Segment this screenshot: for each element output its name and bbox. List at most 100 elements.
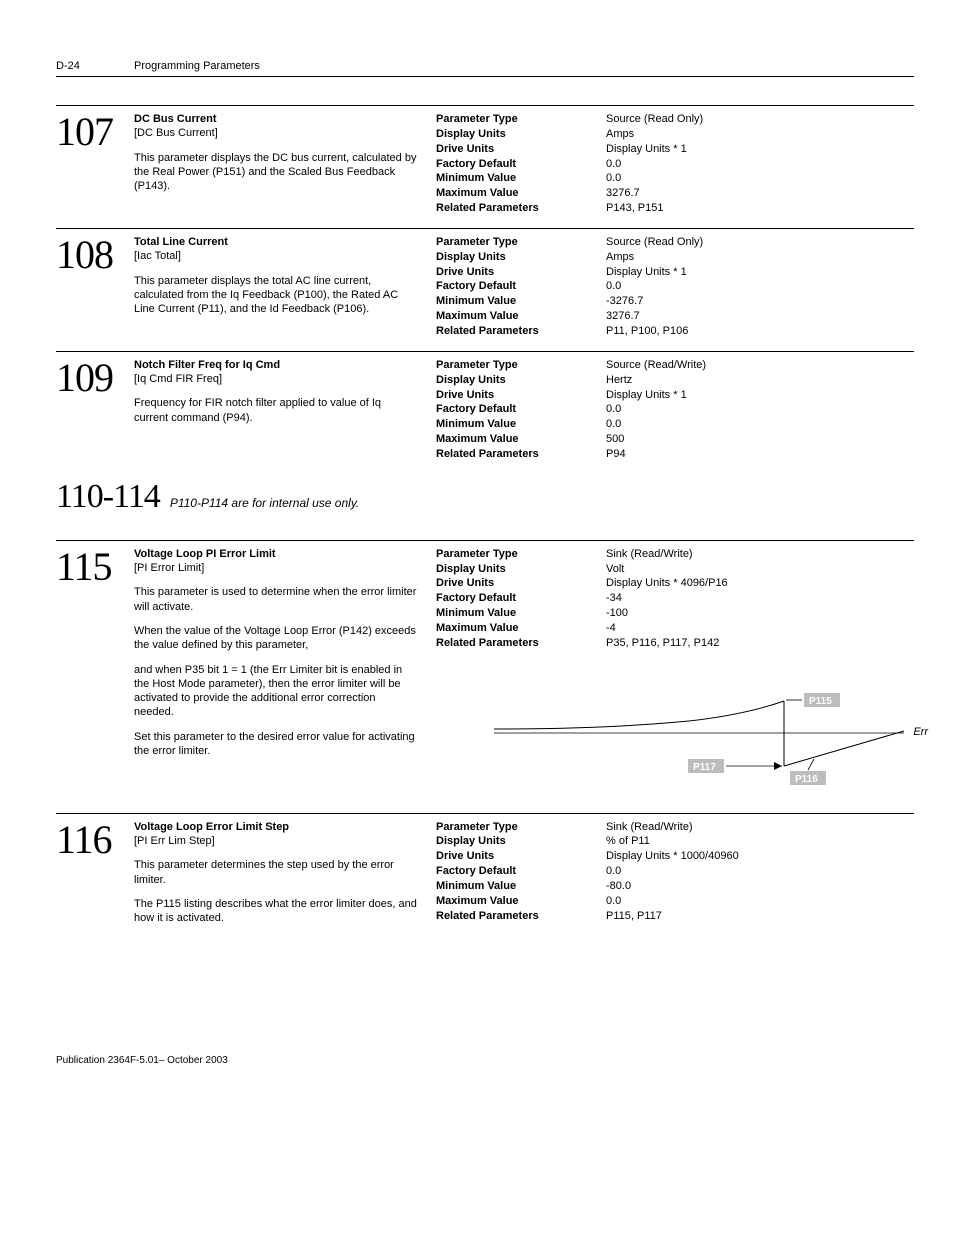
param-divider — [56, 813, 914, 814]
param-divider — [56, 105, 914, 106]
param-divider — [56, 228, 914, 229]
field-value: P35, P116, P117, P142 — [606, 636, 914, 651]
field-value: -34 — [606, 591, 914, 606]
field-label: Related Parameters — [436, 201, 606, 216]
param-description: This parameter is used to determine when… — [134, 585, 418, 614]
field-label: Drive Units — [436, 576, 606, 591]
field-value: Amps — [606, 127, 914, 142]
field-label: Maximum Value — [436, 894, 606, 909]
field-value: Source (Read Only) — [606, 112, 914, 127]
field-label: Minimum Value — [436, 294, 606, 309]
field-label: Display Units — [436, 373, 606, 388]
param-subtitle: [PI Err Lim Step] — [134, 834, 418, 848]
field-value: Volt — [606, 562, 914, 577]
field-label: Factory Default — [436, 157, 606, 172]
field-label: Drive Units — [436, 265, 606, 280]
field-label: Maximum Value — [436, 186, 606, 201]
field-value: Display Units * 1 — [606, 388, 914, 403]
param-title: Total Line Current — [134, 235, 418, 249]
field-value: 3276.7 — [606, 309, 914, 324]
error-limiter-diagram: P115 P117 P116 Err — [606, 651, 914, 801]
field-value: Source (Read Only) — [606, 235, 914, 250]
param-title: Voltage Loop Error Limit Step — [134, 820, 418, 834]
field-value: P11, P100, P106 — [606, 324, 914, 339]
param-description: This parameter determines the step used … — [134, 858, 418, 887]
field-label: Factory Default — [436, 402, 606, 417]
param-116: 116 Voltage Loop Error Limit Step [PI Er… — [56, 813, 914, 936]
field-label: Drive Units — [436, 388, 606, 403]
field-value: 0.0 — [606, 864, 914, 879]
param-range-note: 110-114 P110-P114 are for internal use o… — [56, 480, 914, 514]
field-label: Related Parameters — [436, 324, 606, 339]
param-title: Notch Filter Freq for Iq Cmd — [134, 358, 418, 372]
field-value: 0.0 — [606, 157, 914, 172]
field-label: Maximum Value — [436, 432, 606, 447]
param-115: 115 Voltage Loop PI Error Limit [PI Erro… — [56, 540, 914, 801]
field-label: Display Units — [436, 834, 606, 849]
param-109: 109 Notch Filter Freq for Iq Cmd [Iq Cmd… — [56, 351, 914, 462]
field-label: Drive Units — [436, 142, 606, 157]
field-label: Related Parameters — [436, 909, 606, 924]
param-107: 107 DC Bus Current [DC Bus Current] This… — [56, 105, 914, 216]
param-number: 107 — [56, 112, 134, 216]
field-value: % of P11 — [606, 834, 914, 849]
param-description: Set this parameter to the desired error … — [134, 730, 418, 759]
param-title: Voltage Loop PI Error Limit — [134, 547, 418, 561]
field-value: P94 — [606, 447, 914, 462]
field-label: Maximum Value — [436, 309, 606, 324]
field-value: P143, P151 — [606, 201, 914, 216]
publication-footer: Publication 2364F-5.01– October 2003 — [56, 1055, 914, 1066]
diagram-tag-p117: P117 — [693, 762, 716, 773]
field-value: 0.0 — [606, 402, 914, 417]
field-value: 3276.7 — [606, 186, 914, 201]
diagram-tag-p115: P115 — [809, 696, 832, 707]
section-title: Programming Parameters — [134, 60, 260, 72]
param-108: 108 Total Line Current [Iac Total] This … — [56, 228, 914, 339]
param-description: The P115 listing describes what the erro… — [134, 897, 418, 926]
field-label: Factory Default — [436, 864, 606, 879]
param-title: DC Bus Current — [134, 112, 418, 126]
field-label: Display Units — [436, 562, 606, 577]
field-label: Parameter Type — [436, 358, 606, 373]
field-value: -100 — [606, 606, 914, 621]
field-value: Display Units * 4096/P16 — [606, 576, 914, 591]
param-subtitle: [Iac Total] — [134, 249, 418, 263]
field-value: Display Units * 1 — [606, 265, 914, 280]
diagram-err-label: Err — [913, 725, 928, 740]
field-value: 500 — [606, 432, 914, 447]
param-description: This parameter displays the DC bus curre… — [134, 151, 418, 194]
field-value: 0.0 — [606, 417, 914, 432]
param-description: This parameter displays the total AC lin… — [134, 274, 418, 317]
field-value: Display Units * 1 — [606, 142, 914, 157]
param-subtitle: [Iq Cmd FIR Freq] — [134, 372, 418, 386]
field-value: 0.0 — [606, 894, 914, 909]
field-label: Minimum Value — [436, 171, 606, 186]
param-subtitle: [DC Bus Current] — [134, 126, 418, 140]
header-rule — [56, 76, 914, 77]
field-label: Maximum Value — [436, 621, 606, 636]
param-description: When the value of the Voltage Loop Error… — [134, 624, 418, 653]
param-number: 108 — [56, 235, 134, 339]
field-label: Parameter Type — [436, 112, 606, 127]
field-value: -80.0 — [606, 879, 914, 894]
field-value: -3276.7 — [606, 294, 914, 309]
field-label: Related Parameters — [436, 447, 606, 462]
param-subtitle: [PI Error Limit] — [134, 561, 418, 575]
param-description: and when P35 bit 1 = 1 (the Err Limiter … — [134, 663, 418, 720]
field-value: Display Units * 1000/40960 — [606, 849, 914, 864]
field-label: Minimum Value — [436, 606, 606, 621]
param-divider — [56, 351, 914, 352]
param-range-text: P110-P114 are for internal use only. — [170, 496, 359, 510]
field-value: Sink (Read/Write) — [606, 547, 914, 562]
field-value: 0.0 — [606, 279, 914, 294]
param-description: Frequency for FIR notch filter applied t… — [134, 396, 418, 425]
field-value: Sink (Read/Write) — [606, 820, 914, 835]
field-label: Factory Default — [436, 279, 606, 294]
param-number: 109 — [56, 358, 134, 462]
param-number: 115 — [56, 547, 134, 801]
field-value: P115, P117 — [606, 909, 914, 924]
field-label: Drive Units — [436, 849, 606, 864]
diagram-tag-p116: P116 — [795, 774, 818, 785]
param-divider — [56, 540, 914, 541]
field-value: Hertz — [606, 373, 914, 388]
